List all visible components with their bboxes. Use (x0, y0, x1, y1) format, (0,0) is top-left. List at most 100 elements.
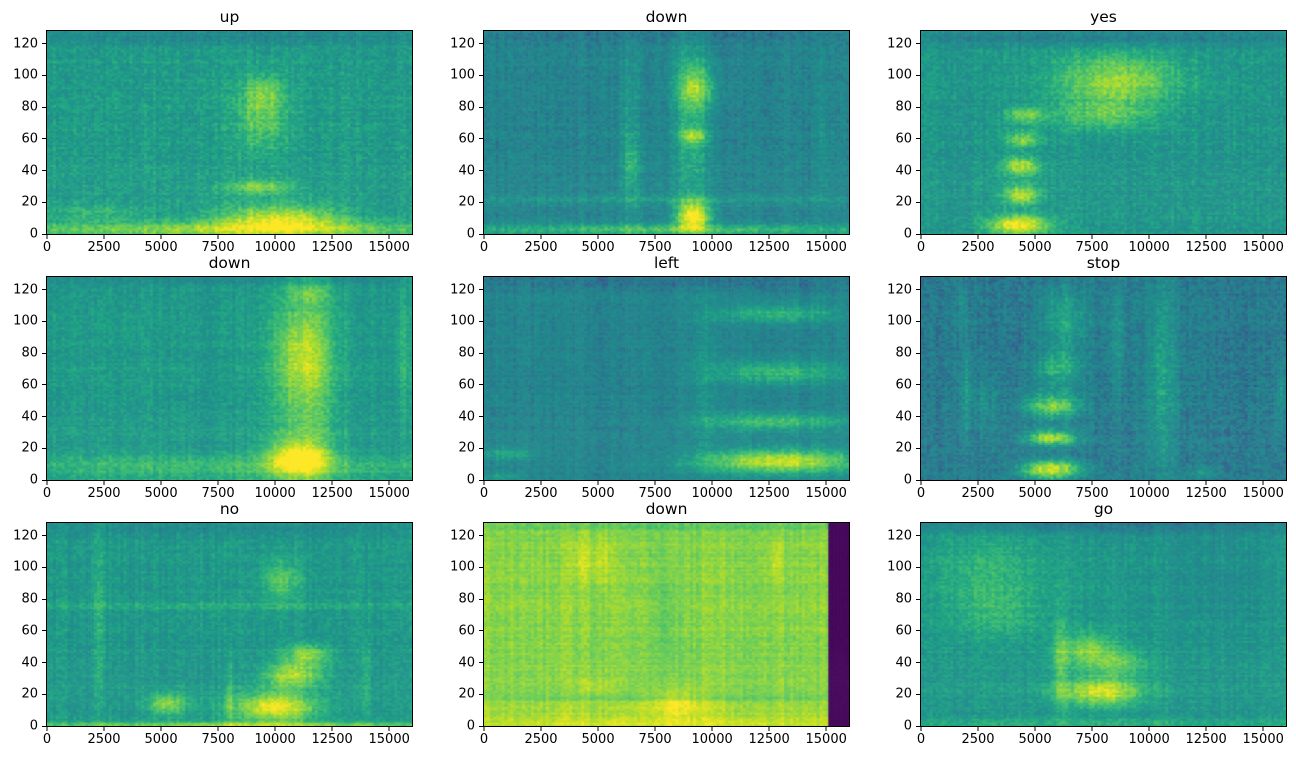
x-tick-mark (46, 727, 48, 731)
x-tick-label: 2500 (87, 732, 121, 747)
x-tick-label: 15000 (1242, 486, 1284, 501)
x-tick-mark (1091, 235, 1093, 239)
y-tick-mark (479, 693, 483, 695)
x-tick-mark (46, 481, 48, 485)
x-tick-label: 0 (42, 240, 52, 255)
x-tick-mark (1148, 481, 1150, 485)
y-tick-mark (916, 138, 920, 140)
x-tick-mark (597, 481, 599, 485)
x-tick-label: 12500 (1185, 240, 1227, 255)
y-tick-label: 80 (895, 345, 912, 361)
y-tick-mark (479, 138, 483, 140)
x-tick-mark (217, 727, 219, 731)
x-tick-label: 2500 (524, 732, 558, 747)
y-tick-mark (479, 233, 483, 235)
x-tick-mark (483, 727, 485, 731)
y-tick-mark (916, 566, 920, 568)
x-tick-label: 12500 (311, 486, 353, 501)
y-tick-label: 120 (13, 528, 38, 544)
x-tick-mark (217, 235, 219, 239)
y-tick-label: 60 (458, 623, 475, 639)
y-tick-mark (479, 74, 483, 76)
x-tick-label: 5000 (581, 486, 615, 501)
x-tick-label: 15000 (805, 732, 847, 747)
spectrogram-image-down (484, 31, 849, 234)
y-tick-mark (479, 535, 483, 537)
subplot-title: left (653, 254, 680, 272)
y-tick-mark (916, 233, 920, 235)
y-tick-mark (42, 233, 46, 235)
x-tick-label: 12500 (748, 732, 790, 747)
y-tick-mark (42, 320, 46, 322)
y-tick-mark (42, 289, 46, 291)
spectrogram-image-down (484, 523, 849, 726)
spectrogram-image-go (921, 523, 1286, 726)
y-tick-label: 120 (450, 528, 475, 544)
x-tick-mark (160, 481, 162, 485)
y-tick-label: 40 (21, 409, 38, 425)
y-tick-label: 0 (466, 472, 475, 488)
x-tick-label: 2500 (524, 486, 558, 501)
y-tick-mark (479, 598, 483, 600)
x-tick-label: 12500 (1185, 486, 1227, 501)
x-tick-label: 5000 (581, 240, 615, 255)
x-tick-label: 5000 (1018, 732, 1052, 747)
x-tick-label: 15000 (368, 732, 410, 747)
y-tick-mark (479, 170, 483, 172)
x-tick-label: 0 (479, 732, 489, 747)
y-tick-mark (916, 693, 920, 695)
spectrogram-image-left (484, 277, 849, 480)
subplot-9-go: go 0 20 40 60 80 100 120 0 2500 5000 7500 10000 12500… (887, 500, 1287, 746)
y-tick-label: 0 (466, 226, 475, 242)
y-tick-mark (479, 479, 483, 481)
y-tick-label: 120 (450, 282, 475, 298)
y-tick-label: 40 (21, 163, 38, 179)
x-tick-label: 15000 (1242, 732, 1284, 747)
x-tick-label: 0 (42, 486, 52, 501)
x-tick-mark (1205, 727, 1207, 731)
y-tick-label: 0 (903, 472, 912, 488)
y-tick-label: 60 (21, 623, 38, 639)
x-tick-label: 7500 (201, 240, 235, 255)
y-tick-label: 40 (895, 409, 912, 425)
x-tick-mark (1034, 235, 1036, 239)
x-tick-label: 5000 (1018, 486, 1052, 501)
spectrogram-image-no (47, 523, 412, 726)
y-tick-label: 0 (29, 472, 38, 488)
y-tick-label: 60 (895, 131, 912, 147)
x-tick-mark (597, 727, 599, 731)
x-tick-label: 10000 (1128, 732, 1170, 747)
x-tick-label: 10000 (691, 486, 733, 501)
x-tick-label: 7500 (638, 486, 672, 501)
y-tick-label: 100 (450, 67, 475, 83)
x-tick-mark (597, 235, 599, 239)
y-tick-mark (916, 74, 920, 76)
y-tick-label: 0 (903, 718, 912, 734)
x-tick-label: 7500 (201, 732, 235, 747)
x-tick-mark (274, 235, 276, 239)
y-tick-label: 20 (895, 686, 912, 702)
y-tick-mark (42, 106, 46, 108)
x-tick-mark (768, 481, 770, 485)
y-tick-mark (916, 598, 920, 600)
y-tick-label: 100 (887, 559, 912, 575)
y-tick-mark (916, 630, 920, 632)
x-tick-mark (540, 727, 542, 731)
y-tick-label: 20 (895, 440, 912, 456)
y-tick-label: 60 (21, 377, 38, 393)
y-tick-mark (479, 384, 483, 386)
x-tick-label: 0 (916, 486, 926, 501)
y-tick-mark (916, 289, 920, 291)
spectrogram-image-yes (921, 31, 1286, 234)
y-tick-mark (42, 598, 46, 600)
y-tick-mark (42, 43, 46, 45)
x-tick-label: 12500 (748, 240, 790, 255)
y-tick-mark (916, 416, 920, 418)
y-tick-mark (479, 447, 483, 449)
x-tick-mark (654, 481, 656, 485)
y-tick-mark (42, 416, 46, 418)
subplot-8-down: down 0 20 40 60 80 100 120 0 2500 5000 7500 10000 125… (450, 500, 850, 746)
subplot-title: yes (1090, 8, 1117, 26)
x-tick-mark (160, 235, 162, 239)
